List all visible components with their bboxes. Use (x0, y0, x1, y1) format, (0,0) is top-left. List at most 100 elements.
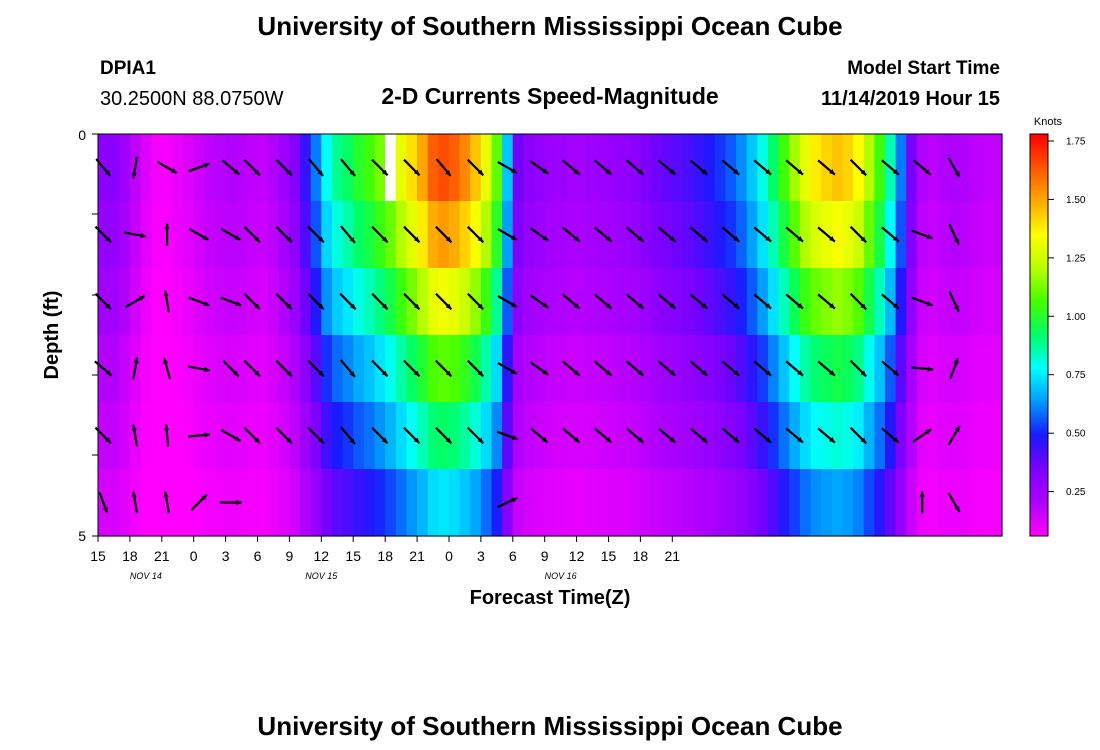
heatmap-cell (938, 469, 950, 537)
current-vector (593, 427, 613, 444)
heatmap-cell (140, 268, 152, 336)
vector-head (573, 437, 580, 443)
vector-head (892, 236, 899, 242)
heatmap-cell (906, 201, 918, 269)
vector-head (765, 236, 772, 242)
vector-head (445, 236, 452, 243)
heatmap-cell (980, 402, 992, 470)
current-vector (849, 225, 867, 244)
heatmap-cell (959, 268, 971, 336)
heatmap-cell (448, 402, 461, 470)
heatmap-cell (289, 402, 301, 470)
x-tick-label: 21 (665, 548, 681, 564)
x-tick-label: 0 (445, 548, 453, 564)
heatmap-cell (938, 402, 950, 470)
current-vector (721, 159, 740, 176)
vector-head (511, 235, 517, 240)
heatmap-cell (746, 335, 758, 403)
current-vector (817, 293, 836, 310)
heatmap-cell (374, 469, 386, 537)
heatmap-cell (140, 402, 152, 470)
vector-head (926, 301, 933, 306)
x-tick-label: 15 (90, 548, 106, 564)
heatmap-cell (587, 201, 599, 269)
heatmap-cell (704, 268, 716, 336)
current-vector (721, 427, 740, 444)
heatmap-cell (831, 335, 844, 403)
heatmap-cell (512, 469, 525, 537)
heatmap-cell (555, 335, 567, 403)
heatmap-cell (810, 201, 822, 269)
heatmap-cell (842, 201, 854, 269)
heatmap-cell (768, 469, 780, 537)
heatmap-cell (863, 201, 875, 269)
heatmap-cell (151, 201, 163, 269)
current-vector (307, 292, 325, 311)
current-vector (657, 226, 677, 243)
colorbar-units: Knots (1034, 116, 1063, 128)
vector-head (445, 303, 452, 310)
heatmap-cell (895, 201, 907, 269)
vector-head (349, 170, 355, 176)
vector-head (542, 235, 549, 241)
heatmap-cell (640, 268, 652, 336)
heatmap-cell (608, 335, 620, 403)
heatmap-cell (512, 201, 525, 269)
heatmap-cell (172, 201, 184, 269)
current-vector (785, 427, 804, 444)
current-vector (562, 159, 581, 176)
vector-head (892, 437, 899, 443)
heatmap-cell (151, 402, 163, 470)
heatmap-cell (651, 201, 663, 269)
x-tick-label: 15 (345, 548, 361, 564)
heatmap-cell (544, 268, 556, 336)
heatmap-cell (693, 469, 705, 537)
current-vector (913, 159, 932, 176)
heatmap-cell (831, 268, 844, 336)
current-vector (947, 425, 961, 446)
heatmap-cell (959, 469, 971, 537)
heatmap-cell (172, 335, 184, 403)
heatmap-cell (204, 335, 216, 403)
heatmap-cell (682, 469, 695, 537)
heatmap-cell (289, 201, 301, 269)
current-vector (947, 157, 961, 178)
vector-head (605, 169, 612, 175)
current-vector (562, 293, 581, 310)
vector-head (204, 432, 210, 438)
vector-head (477, 303, 484, 310)
heatmap-cell (268, 335, 280, 403)
heatmap-cell (714, 201, 727, 269)
current-vector (657, 159, 677, 176)
heatmap-cell (321, 469, 333, 537)
heatmap-cell (831, 469, 844, 537)
vector-head (511, 497, 518, 503)
heatmap-cell (959, 134, 971, 202)
vector-head (797, 437, 803, 443)
vector-head (860, 169, 867, 176)
current-vector (132, 357, 139, 380)
heatmap-cell (108, 268, 120, 336)
current-vector (403, 359, 421, 378)
heatmap-cell (278, 469, 291, 537)
vector-head (669, 370, 676, 376)
heatmap-cell (980, 201, 992, 269)
vector-head (701, 303, 708, 309)
vector-head (954, 506, 960, 512)
colorbar-tick-label: 0.50 (1066, 429, 1086, 440)
heatmap-cell (778, 134, 790, 202)
heatmap-cell (480, 335, 493, 403)
heatmap-cell (427, 402, 439, 470)
heatmap-cell (214, 268, 227, 336)
heatmap-cell (268, 402, 280, 470)
heatmap-cell (768, 335, 780, 403)
heatmap-cell (172, 469, 184, 537)
vector-head (254, 236, 260, 243)
heatmap-cell (140, 469, 152, 537)
vector-head (542, 369, 549, 375)
heatmap-cell (651, 134, 663, 202)
heatmap-cell (523, 402, 535, 470)
current-vector (307, 225, 325, 244)
heatmap-cell (353, 335, 365, 403)
heatmap-cell (427, 469, 439, 537)
